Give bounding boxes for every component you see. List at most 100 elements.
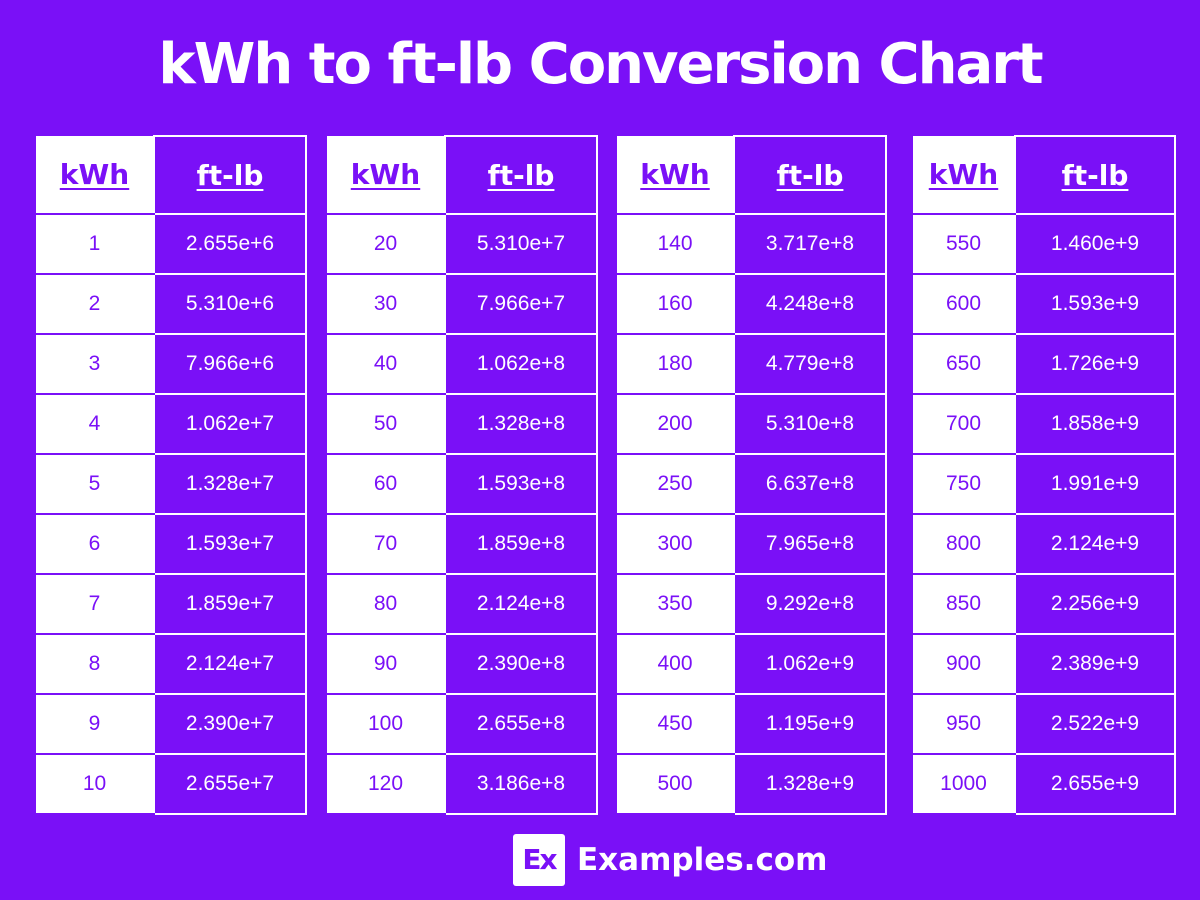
ftlb-value-cell: 7.966e+6 — [153, 333, 307, 395]
ftlb-value-cell: 1.726e+9 — [1014, 333, 1176, 395]
ftlb-value-cell: 1.195e+9 — [733, 693, 887, 755]
ftlb-value-cell: 2.655e+9 — [1014, 753, 1176, 815]
ftlb-value-cell: 2.124e+9 — [1014, 513, 1176, 575]
kwh-value-cell: 250 — [617, 454, 734, 515]
table-row: 450 1.195e+9 — [617, 693, 887, 755]
table-row: 20 5.310e+7 — [327, 213, 598, 275]
ftlb-value-cell: 5.310e+7 — [444, 213, 598, 275]
ftlb-value-cell: 1.859e+8 — [444, 513, 598, 575]
ftlb-value-cell: 1.328e+9 — [733, 753, 887, 815]
kwh-value-cell: 60 — [327, 454, 445, 515]
ftlb-value-cell: 7.966e+7 — [444, 273, 598, 335]
ftlb-value-cell: 1.858e+9 — [1014, 393, 1176, 455]
ftlb-value-cell: 1.460e+9 — [1014, 213, 1176, 275]
kwh-value-cell: 450 — [617, 694, 734, 755]
ftlb-value-cell: 1.062e+7 — [153, 393, 307, 455]
table-row: 4 1.062e+7 — [36, 393, 307, 455]
table-row: 40 1.062e+8 — [327, 333, 598, 395]
table-row: 350 9.292e+8 — [617, 573, 887, 635]
table-row: 8 2.124e+7 — [36, 633, 307, 695]
table-row: 400 1.062e+9 — [617, 633, 887, 695]
kwh-value-cell: 4 — [36, 394, 154, 455]
table-row: 9 2.390e+7 — [36, 693, 307, 755]
kwh-column-header: kWh — [913, 136, 1015, 215]
table-row: 800 2.124e+9 — [913, 513, 1176, 575]
table-row: 3 7.966e+6 — [36, 333, 307, 395]
table-row: 700 1.858e+9 — [913, 393, 1176, 455]
ftlb-value-cell: 2.655e+8 — [444, 693, 598, 755]
kwh-value-cell: 600 — [913, 274, 1015, 335]
ftlb-value-cell: 2.256e+9 — [1014, 573, 1176, 635]
kwh-value-cell: 50 — [327, 394, 445, 455]
kwh-column-header: kWh — [36, 136, 154, 215]
kwh-value-cell: 5 — [36, 454, 154, 515]
ftlb-value-cell: 5.310e+8 — [733, 393, 887, 455]
kwh-value-cell: 650 — [913, 334, 1015, 395]
conversion-table-4: kWh ft-lb 550 1.460e+9 600 1.593e+9 650 1.726e+… — [913, 135, 1176, 815]
kwh-value-cell: 400 — [617, 634, 734, 695]
table-row: 650 1.726e+9 — [913, 333, 1176, 395]
kwh-value-cell: 8 — [36, 634, 154, 695]
ftlb-value-cell: 1.593e+9 — [1014, 273, 1176, 335]
table-row: 60 1.593e+8 — [327, 453, 598, 515]
ftlb-value-cell: 1.328e+8 — [444, 393, 598, 455]
kwh-value-cell: 90 — [327, 634, 445, 695]
kwh-value-cell: 9 — [36, 694, 154, 755]
conversion-table-1: kWh ft-lb 1 2.655e+6 2 5.310e+6 3 7.966e+6 4 1.06… — [36, 135, 307, 815]
ftlb-value-cell: 2.522e+9 — [1014, 693, 1176, 755]
table-row: 300 7.965e+8 — [617, 513, 887, 575]
table-row: 7 1.859e+7 — [36, 573, 307, 635]
table-row: 10 2.655e+7 — [36, 753, 307, 815]
table-row: 950 2.522e+9 — [913, 693, 1176, 755]
ftlb-value-cell: 3.717e+8 — [733, 213, 887, 275]
kwh-value-cell: 500 — [617, 754, 734, 815]
ftlb-column-header: ft-lb — [153, 135, 307, 215]
kwh-value-cell: 20 — [327, 214, 445, 275]
ftlb-column-header: ft-lb — [1014, 135, 1176, 215]
kwh-value-cell: 2 — [36, 274, 154, 335]
ftlb-value-cell: 1.062e+8 — [444, 333, 598, 395]
kwh-value-cell: 30 — [327, 274, 445, 335]
kwh-value-cell: 160 — [617, 274, 734, 335]
table-row: 100 2.655e+8 — [327, 693, 598, 755]
table-row: 900 2.389e+9 — [913, 633, 1176, 695]
kwh-value-cell: 900 — [913, 634, 1015, 695]
examples-logo-icon: Ex — [513, 834, 565, 886]
table-row: 80 2.124e+8 — [327, 573, 598, 635]
kwh-value-cell: 140 — [617, 214, 734, 275]
table-header-row: kWh ft-lb — [617, 135, 887, 215]
ftlb-value-cell: 2.390e+8 — [444, 633, 598, 695]
table-row: 200 5.310e+8 — [617, 393, 887, 455]
table-row: 120 3.186e+8 — [327, 753, 598, 815]
kwh-value-cell: 80 — [327, 574, 445, 635]
ftlb-value-cell: 4.248e+8 — [733, 273, 887, 335]
table-header-row: kWh ft-lb — [913, 135, 1176, 215]
ftlb-value-cell: 3.186e+8 — [444, 753, 598, 815]
table-row: 140 3.717e+8 — [617, 213, 887, 275]
kwh-value-cell: 1000 — [913, 754, 1015, 815]
kwh-value-cell: 120 — [327, 754, 445, 815]
table-row: 70 1.859e+8 — [327, 513, 598, 575]
ftlb-value-cell: 9.292e+8 — [733, 573, 887, 635]
kwh-value-cell: 1 — [36, 214, 154, 275]
table-row: 600 1.593e+9 — [913, 273, 1176, 335]
kwh-value-cell: 3 — [36, 334, 154, 395]
ftlb-value-cell: 2.124e+8 — [444, 573, 598, 635]
ftlb-column-header: ft-lb — [733, 135, 887, 215]
brand-name: Examples.com — [577, 842, 828, 878]
kwh-value-cell: 950 — [913, 694, 1015, 755]
table-header-row: kWh ft-lb — [327, 135, 598, 215]
table-row: 750 1.991e+9 — [913, 453, 1176, 515]
table-row: 180 4.779e+8 — [617, 333, 887, 395]
kwh-value-cell: 10 — [36, 754, 154, 815]
kwh-value-cell: 100 — [327, 694, 445, 755]
table-header-row: kWh ft-lb — [36, 135, 307, 215]
table-row: 90 2.390e+8 — [327, 633, 598, 695]
kwh-value-cell: 180 — [617, 334, 734, 395]
table-row: 250 6.637e+8 — [617, 453, 887, 515]
ftlb-value-cell: 1.328e+7 — [153, 453, 307, 515]
kwh-column-header: kWh — [617, 136, 734, 215]
kwh-value-cell: 7 — [36, 574, 154, 635]
ftlb-value-cell: 1.593e+8 — [444, 453, 598, 515]
table-row: 550 1.460e+9 — [913, 213, 1176, 275]
